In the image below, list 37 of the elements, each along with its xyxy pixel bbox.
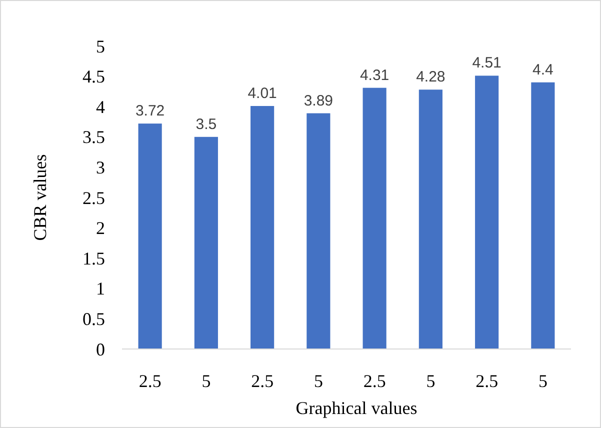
x-tick-label: 2.5 — [476, 371, 498, 391]
bar — [531, 82, 555, 349]
data-label: 4.31 — [360, 66, 390, 84]
x-tick-label: 5 — [202, 371, 211, 391]
y-tick-label: 2 — [96, 218, 105, 238]
x-tick-label: 2.5 — [138, 371, 162, 391]
bar — [362, 88, 386, 349]
data-label: 3.72 — [135, 102, 165, 120]
y-tick-label: 2.5 — [82, 188, 105, 208]
y-tick-label: 4.5 — [82, 66, 105, 87]
x-tick-label: 2.5 — [363, 371, 386, 391]
bar — [475, 76, 499, 349]
x-tick-label: 2.5 — [251, 371, 274, 391]
bar — [138, 124, 162, 349]
bar — [306, 113, 330, 349]
bar — [250, 106, 274, 349]
y-tick-label: 5 — [96, 36, 105, 56]
data-label: 4.01 — [248, 84, 277, 102]
x-tick-label: 5 — [426, 371, 436, 391]
data-label: 4.4 — [532, 61, 554, 78]
y-tick-label: 3 — [96, 158, 105, 178]
y-tick-label: 1.5 — [82, 248, 105, 268]
y-tick-label: 3.5 — [82, 127, 105, 148]
x-axis-title: Graphical values — [296, 398, 418, 418]
data-label: 4.51 — [472, 54, 502, 72]
data-label: 3.89 — [304, 92, 334, 110]
y-axis-title: CBR values — [30, 154, 50, 241]
x-tick-label: 5 — [538, 371, 548, 391]
x-tick-label: 5 — [314, 371, 323, 391]
bar — [418, 90, 442, 349]
bar — [194, 136, 218, 349]
y-tick-label: 1 — [96, 278, 105, 299]
y-tick-label: 0 — [96, 339, 105, 360]
data-label: 4.28 — [416, 68, 446, 86]
data-label: 3.5 — [196, 116, 217, 133]
y-tick-label: 0.5 — [82, 309, 105, 329]
y-tick-label: 4 — [96, 96, 105, 117]
